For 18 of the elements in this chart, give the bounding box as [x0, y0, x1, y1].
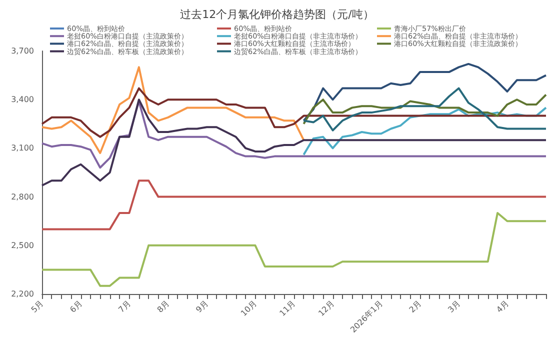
x-tick-label: 8月: [156, 298, 172, 314]
chart-title: 过去12个月氯化钾价格趋势图（元/吨）: [180, 8, 374, 21]
x-tick-label: 7月: [116, 298, 132, 314]
y-tick-label: 3,400: [11, 95, 34, 104]
x-tick-label: 6月: [68, 298, 84, 314]
y-tick-label: 3,100: [11, 144, 34, 153]
x-tick-label: 11月: [278, 298, 298, 318]
y-tick-label: 2,200: [11, 290, 34, 298]
x-tick-label: 2月: [408, 298, 424, 314]
y-tick-label: 2,500: [11, 240, 34, 250]
y-tick-label: 3,700: [11, 46, 34, 56]
x-tick-label: 3月: [446, 298, 462, 314]
x-tick-label: 9月: [194, 298, 210, 314]
x-tick-label: 5月: [30, 298, 46, 314]
x-tick-label: 12月: [316, 298, 336, 318]
y-tick-label: 2,800: [11, 192, 34, 202]
x-tick-label: 4月: [494, 298, 510, 314]
x-tick-label: 10月: [239, 298, 258, 318]
